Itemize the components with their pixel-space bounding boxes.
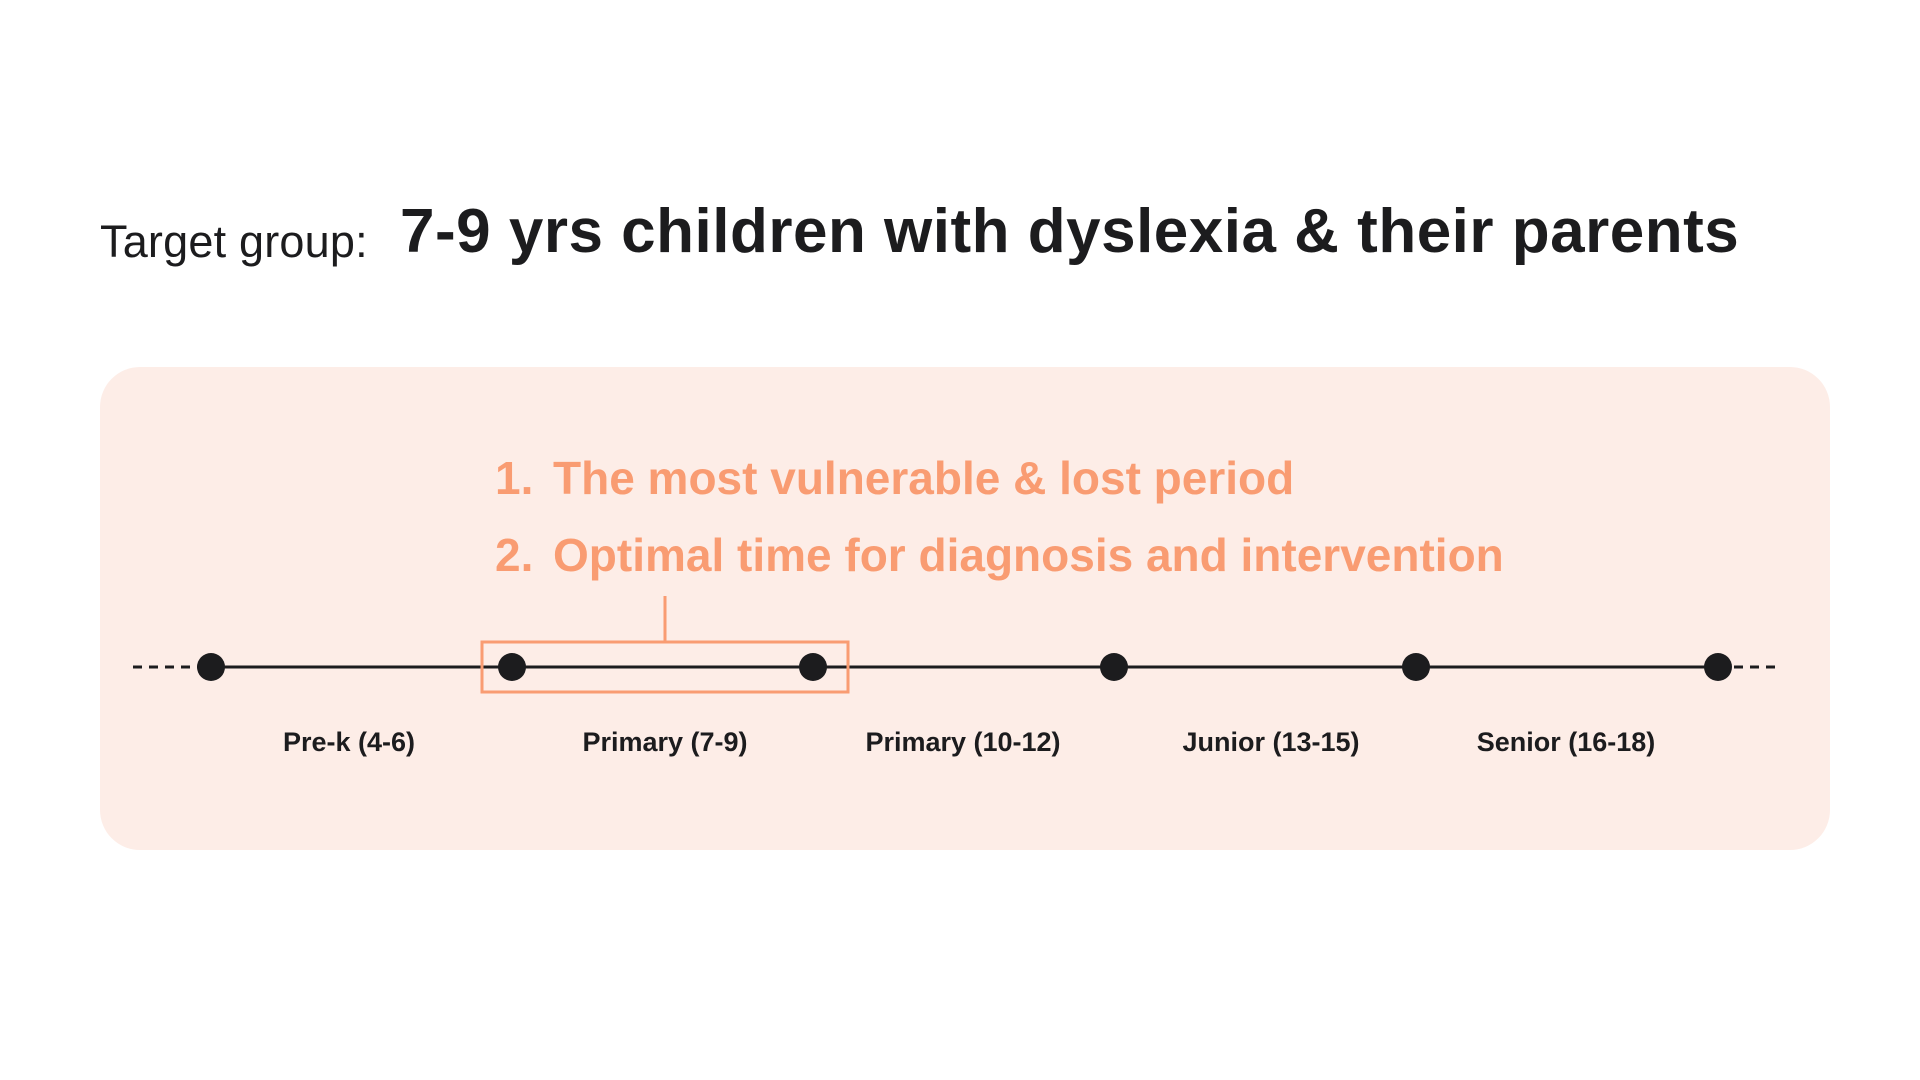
- note-text: Optimal time for diagnosis and intervent…: [553, 529, 1504, 581]
- timeline-node: [197, 653, 225, 681]
- stage-label-primary-10-12: Primary (10-12): [865, 727, 1061, 757]
- note-text: The most vulnerable & lost period: [553, 452, 1295, 504]
- note-number: 2.: [495, 529, 534, 581]
- highlight-notes: 1. The most vulnerable & lost period 2. …: [495, 440, 1504, 594]
- note-item: 1. The most vulnerable & lost period: [495, 440, 1504, 517]
- timeline-panel: [100, 367, 1830, 850]
- stage-label-primary-7-9: Primary (7-9): [582, 727, 748, 757]
- timeline-node: [799, 653, 827, 681]
- stage-label-junior: Junior (13-15): [1182, 727, 1360, 757]
- stage-label-senior: Senior (16-18): [1476, 727, 1656, 757]
- target-group-label: Target group:: [100, 216, 368, 267]
- highlight-box: [480, 640, 850, 694]
- timeline-node: [1100, 653, 1128, 681]
- timeline-node: [1704, 653, 1732, 681]
- target-group-value: 7-9 yrs children with dyslexia & their p…: [400, 197, 1740, 266]
- note-item: 2. Optimal time for diagnosis and interv…: [495, 517, 1504, 594]
- timeline-node: [1402, 653, 1430, 681]
- target-group-heading: Target group: 7-9 yrs children with dysl…: [100, 196, 1850, 286]
- stage-label-pre-k: Pre-k (4-6): [282, 727, 416, 757]
- timeline-node: [498, 653, 526, 681]
- note-number: 1.: [495, 452, 534, 504]
